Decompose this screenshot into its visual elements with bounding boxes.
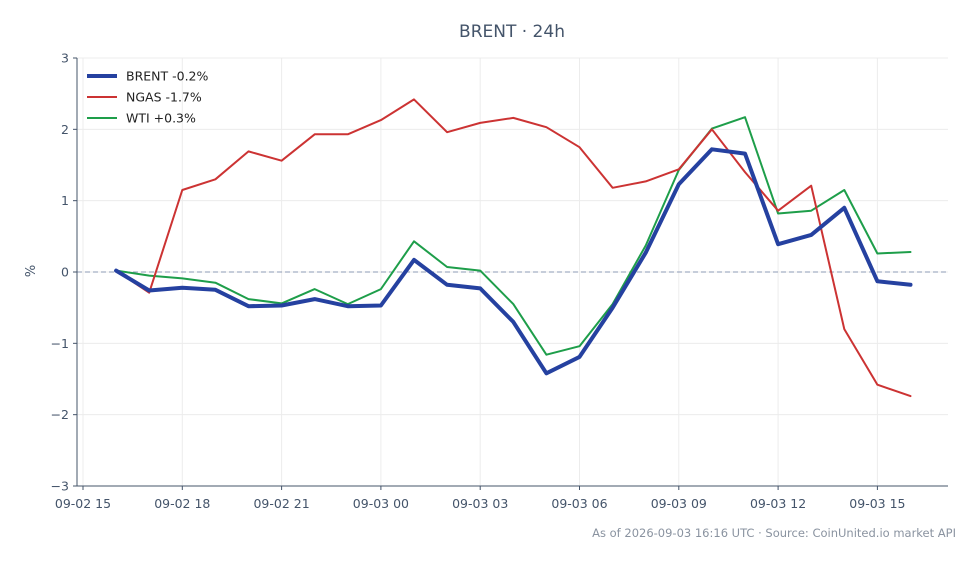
- x-tick-label: 09-03 03: [452, 496, 508, 511]
- x-tick-label: 09-03 12: [750, 496, 806, 511]
- y-tick-label: −3: [51, 479, 69, 494]
- y-axis-label: %: [24, 265, 39, 277]
- series-lines: [114, 98, 913, 398]
- y-tick-label: 0: [61, 265, 69, 280]
- y-tick-label: −1: [51, 336, 69, 351]
- legend: BRENT -0.2% NGAS -1.7% WTI +0.3%: [87, 69, 209, 126]
- series-line-wti: [115, 116, 912, 356]
- axes: [73, 57, 948, 490]
- y-tick-label: 2: [61, 122, 69, 137]
- x-tick-label: 09-03 09: [651, 496, 707, 511]
- x-tick-labels: 09-02 15 09-02 18 09-02 21 09-03 00 09-03 03…: [55, 496, 906, 511]
- y-tick-label: 3: [61, 51, 69, 66]
- chart-title: BRENT · 24h: [459, 22, 565, 42]
- series-line-brent: [114, 147, 913, 376]
- x-tick-label: 09-02 15: [55, 496, 111, 511]
- series-line-ngas: [115, 98, 912, 398]
- legend-label: WTI +0.3%: [126, 111, 196, 126]
- y-tick-label: −2: [51, 407, 69, 422]
- legend-label: BRENT -0.2%: [126, 69, 209, 84]
- y-tick-label: 1: [61, 193, 69, 208]
- x-tick-label: 09-03 00: [353, 496, 409, 511]
- x-tick-label: 09-02 18: [154, 496, 210, 511]
- source-footer: As of 2026-09-03 16:16 UTC · Source: Coi…: [592, 526, 956, 540]
- legend-label: NGAS -1.7%: [126, 90, 202, 105]
- x-tick-label: 09-03 15: [849, 496, 905, 511]
- x-tick-label: 09-03 06: [551, 496, 607, 511]
- y-tick-labels: −3 −2 −1 0 1 2 3: [51, 51, 69, 494]
- x-tick-label: 09-02 21: [253, 496, 309, 511]
